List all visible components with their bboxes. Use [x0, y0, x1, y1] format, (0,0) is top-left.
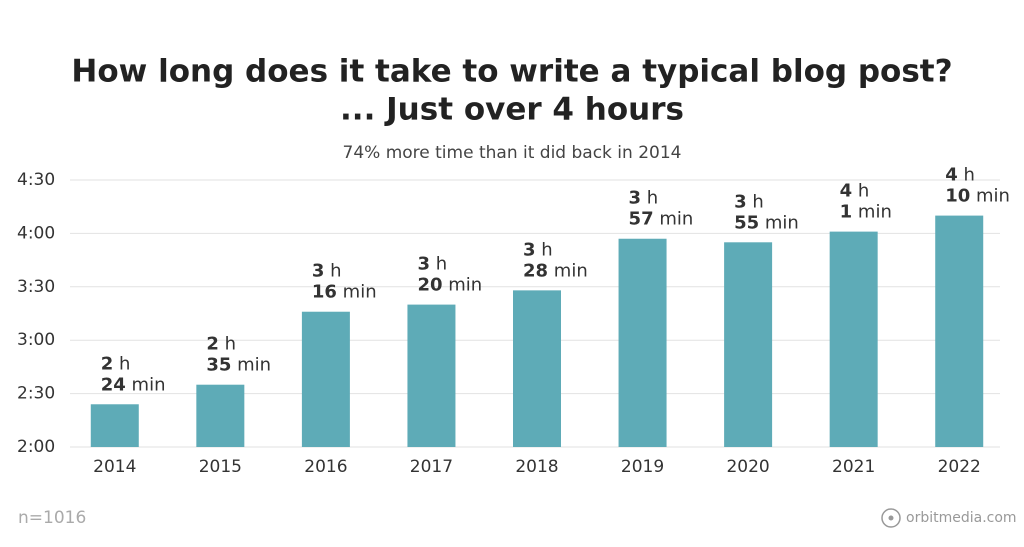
value-label: 2 h	[206, 334, 236, 355]
value-label: 10 min	[945, 186, 1010, 207]
source-logo: orbitmedia.com	[881, 508, 1017, 528]
bar	[301, 311, 350, 447]
value-label: 55 min	[734, 212, 799, 233]
bar	[829, 231, 878, 447]
value-label: 57 min	[629, 209, 694, 230]
x-tick-label: 2021	[832, 457, 875, 477]
chart-title: How long does it take to write a typical…	[71, 54, 952, 90]
y-tick-label: 2:30	[17, 384, 55, 404]
bar	[90, 404, 139, 447]
bar	[407, 304, 456, 447]
y-tick-label: 2:00	[17, 437, 55, 457]
value-label: 24 min	[101, 374, 166, 395]
logo-dot	[888, 515, 894, 521]
value-label: 3 h	[417, 254, 447, 275]
value-label: 2 h	[101, 353, 131, 374]
value-label: 4 h	[840, 181, 870, 202]
bar	[513, 290, 561, 447]
x-tick-label: 2014	[93, 457, 136, 477]
value-label: 28 min	[523, 260, 588, 281]
value-label: 3 h	[523, 239, 553, 260]
value-label: 3 h	[629, 188, 659, 209]
y-tick-label: 3:30	[17, 277, 55, 297]
x-tick-label: 2020	[726, 457, 769, 477]
chart-subtitle: 74% more time than it did back in 2014	[343, 143, 682, 163]
chart-title: ... Just over 4 hours	[340, 92, 684, 128]
x-tick-label: 2016	[304, 457, 347, 477]
bar	[618, 238, 667, 447]
x-tick-label: 2018	[515, 457, 558, 477]
logo-icon	[881, 508, 901, 528]
value-label: 20 min	[417, 275, 482, 296]
x-tick-label: 2017	[410, 457, 453, 477]
value-label: 1 min	[840, 202, 892, 223]
value-label: 4 h	[945, 165, 975, 186]
y-tick-label: 4:30	[17, 170, 55, 190]
x-tick-label: 2015	[199, 457, 242, 477]
source: orbitmedia.com	[906, 510, 1017, 526]
x-tick-label: 2019	[621, 457, 664, 477]
bar	[724, 242, 773, 447]
bar	[935, 215, 984, 447]
value-label: 3 h	[734, 191, 764, 212]
value-label: 35 min	[206, 355, 271, 376]
value-label: 16 min	[312, 282, 377, 303]
y-tick-label: 3:00	[17, 330, 55, 350]
bar	[196, 384, 245, 447]
value-label: 3 h	[312, 261, 342, 282]
y-tick-label: 4:00	[17, 223, 55, 243]
footnote: n=1016	[18, 508, 86, 528]
x-tick-label: 2022	[938, 457, 981, 477]
